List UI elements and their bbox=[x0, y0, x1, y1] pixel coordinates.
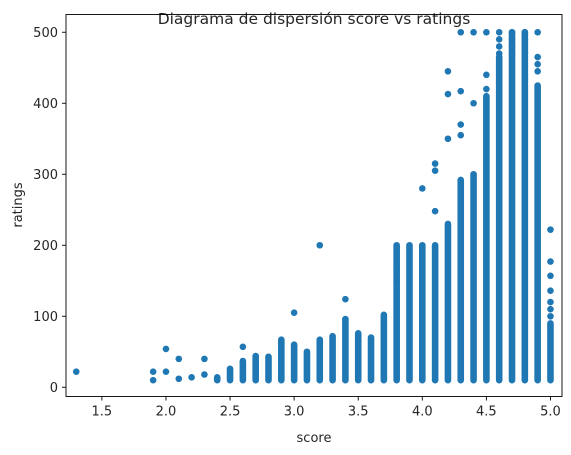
point-21 bbox=[444, 68, 452, 75]
point-31 bbox=[483, 71, 490, 79]
point-2 bbox=[149, 368, 157, 375]
x-tick-label-7: 5.0 bbox=[540, 405, 561, 420]
point-10 bbox=[239, 343, 247, 351]
x-tick-label-3: 3.0 bbox=[284, 405, 305, 420]
x-tick-label-6: 4.5 bbox=[476, 405, 497, 420]
point-26 bbox=[457, 121, 465, 128]
point-47 bbox=[534, 60, 541, 68]
point-33 bbox=[495, 28, 503, 36]
point-36 bbox=[495, 50, 503, 57]
point-6 bbox=[175, 355, 183, 363]
point-41 bbox=[521, 28, 529, 36]
point-43 bbox=[521, 43, 529, 50]
point-48 bbox=[534, 68, 541, 75]
point-55 bbox=[547, 312, 554, 320]
point-51 bbox=[547, 272, 554, 280]
point-49 bbox=[547, 226, 554, 233]
point-14 bbox=[393, 256, 400, 263]
point-20 bbox=[431, 207, 439, 215]
x-axis: 1.5 2.0 2.5 3.0 3.5 4.0 4.5 5.0 bbox=[92, 396, 561, 420]
point-13 bbox=[342, 295, 349, 303]
point-0 bbox=[72, 368, 80, 375]
y-axis-label: ratings bbox=[11, 182, 26, 228]
x-tick-label-5: 4.0 bbox=[412, 405, 433, 420]
y-tick-label-5: 500 bbox=[33, 26, 58, 41]
point-37 bbox=[508, 28, 516, 36]
point-46 bbox=[534, 53, 541, 61]
point-19 bbox=[431, 167, 439, 175]
point-38 bbox=[508, 36, 516, 43]
y-axis: 0 100 200 300 400 500 bbox=[33, 26, 66, 396]
plot-frame bbox=[65, 14, 563, 397]
y-tick-label-1: 100 bbox=[33, 310, 58, 325]
point-27 bbox=[457, 131, 465, 139]
point-24 bbox=[457, 28, 465, 36]
point-32 bbox=[483, 85, 490, 93]
point-11 bbox=[290, 309, 298, 317]
y-tick-label-3: 300 bbox=[33, 168, 58, 183]
point-12 bbox=[316, 241, 324, 249]
point-30 bbox=[483, 28, 490, 36]
x-tick-label-1: 2.0 bbox=[156, 405, 177, 420]
point-54 bbox=[547, 305, 554, 313]
point-45 bbox=[534, 28, 541, 36]
point-50 bbox=[547, 258, 554, 265]
point-18 bbox=[431, 160, 439, 167]
point-9 bbox=[201, 355, 208, 363]
chart-title: Diagrama de dispersión score vs ratings bbox=[158, 10, 471, 28]
point-42 bbox=[521, 36, 529, 43]
point-44 bbox=[521, 50, 529, 57]
x-tick-label-2: 2.5 bbox=[220, 405, 241, 420]
point-17 bbox=[418, 185, 426, 192]
plot-points bbox=[72, 28, 554, 384]
point-29 bbox=[470, 99, 477, 107]
point-25 bbox=[457, 87, 465, 95]
point-52 bbox=[547, 287, 554, 295]
point-8 bbox=[201, 371, 208, 378]
point-35 bbox=[495, 43, 503, 50]
point-5 bbox=[175, 375, 183, 383]
x-tick-label-4: 3.5 bbox=[348, 405, 369, 420]
point-22 bbox=[444, 90, 452, 98]
point-39 bbox=[508, 43, 516, 50]
point-16 bbox=[393, 277, 400, 285]
x-axis-label: score bbox=[297, 431, 332, 446]
y-tick-label-0: 0 bbox=[50, 381, 58, 396]
point-1 bbox=[149, 376, 157, 384]
point-28 bbox=[470, 28, 477, 36]
point-4 bbox=[162, 345, 170, 353]
point-7 bbox=[188, 374, 195, 381]
point-15 bbox=[393, 263, 400, 270]
point-3 bbox=[162, 368, 170, 375]
point-23 bbox=[444, 135, 452, 143]
y-tick-label-2: 200 bbox=[33, 239, 58, 254]
point-53 bbox=[547, 298, 554, 306]
y-tick-label-4: 400 bbox=[33, 97, 58, 112]
point-34 bbox=[495, 36, 503, 43]
point-40 bbox=[508, 50, 516, 57]
x-tick-label-0: 1.5 bbox=[92, 405, 113, 420]
